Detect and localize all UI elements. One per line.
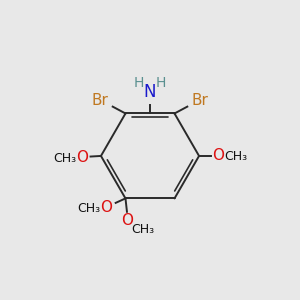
Text: O: O <box>76 150 88 165</box>
Text: Br: Br <box>191 93 208 108</box>
Text: Br: Br <box>92 93 109 108</box>
Text: O: O <box>212 148 224 164</box>
Text: CH₃: CH₃ <box>54 152 77 165</box>
Text: O: O <box>100 200 112 215</box>
Text: O: O <box>121 213 133 228</box>
Text: H: H <box>156 76 166 90</box>
Text: CH₃: CH₃ <box>132 223 155 236</box>
Text: N: N <box>144 83 156 101</box>
Text: CH₃: CH₃ <box>77 202 101 215</box>
Text: CH₃: CH₃ <box>224 150 247 163</box>
Text: H: H <box>134 76 144 90</box>
